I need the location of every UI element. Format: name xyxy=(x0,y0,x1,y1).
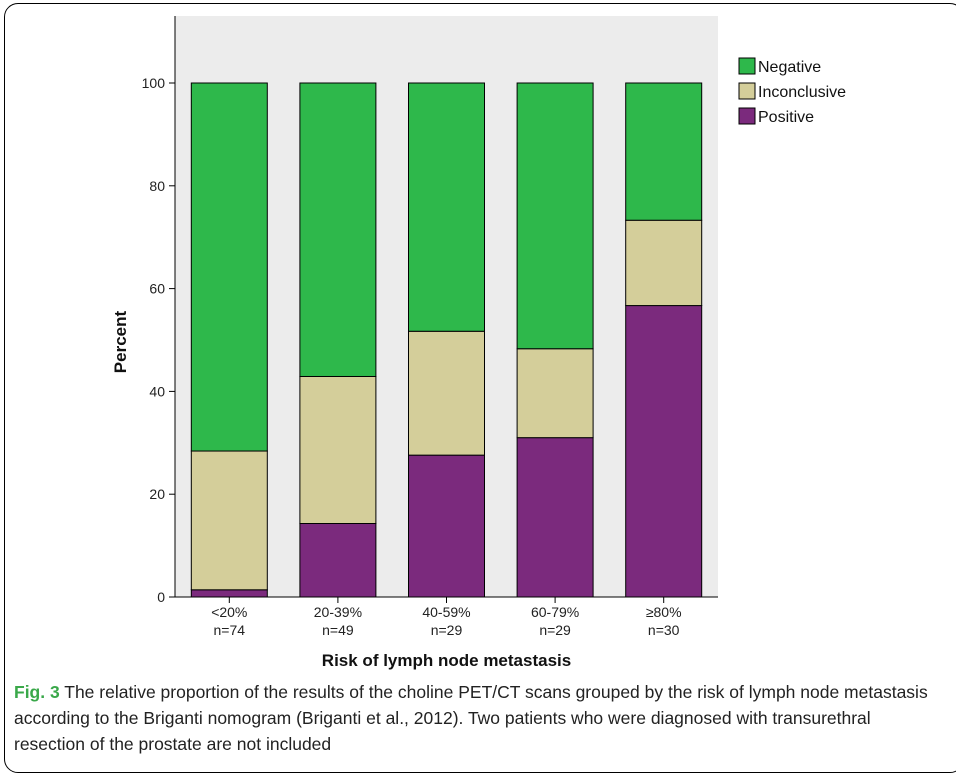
x-tick-label: 40-59% xyxy=(422,604,470,620)
bar-inconclusive-1 xyxy=(190,450,268,591)
bar-positive-1 xyxy=(190,589,268,598)
y-tick-label: 40 xyxy=(149,383,165,399)
bar-negative-2 xyxy=(299,82,377,377)
x-tick-count-label: n=74 xyxy=(214,622,246,638)
y-tick-label: 20 xyxy=(149,486,165,502)
x-axis-title: Risk of lymph node metastasis xyxy=(322,651,571,670)
legend-label-positive: Positive xyxy=(758,109,814,126)
bar-negative-5 xyxy=(625,82,703,221)
figure-frame xyxy=(4,3,956,773)
x-tick-count-label: n=29 xyxy=(539,622,571,638)
figure-caption: Fig. 3 The relative proportion of the re… xyxy=(14,679,944,757)
stacked-bar-chart: 0 20 40 60 80 100 <20% n=74 20-39% n=49 40-59% n=2… xyxy=(111,16,846,670)
legend-swatch-inconclusive xyxy=(738,82,756,100)
bar-inconclusive-4 xyxy=(516,348,594,439)
x-tick-count-label: n=29 xyxy=(431,622,463,638)
x-tick-label: 60-79% xyxy=(531,604,579,620)
legend-label-inconclusive: Inconclusive xyxy=(758,84,846,101)
bars-group xyxy=(190,82,703,598)
bar-positive-4 xyxy=(516,437,594,598)
y-axis-title: Percent xyxy=(111,310,130,373)
bar-negative-3 xyxy=(408,82,485,332)
legend-swatch-negative xyxy=(738,57,756,75)
y-tick-label: 80 xyxy=(149,178,165,194)
y-tick-label: 100 xyxy=(142,75,166,91)
bar-positive-3 xyxy=(408,454,485,598)
caption-label: Fig. 3 xyxy=(14,682,60,702)
legend-label-negative: Negative xyxy=(758,59,821,76)
x-tick-label: <20% xyxy=(211,604,247,620)
y-tick-label: 0 xyxy=(157,589,165,605)
y-tick-label: 60 xyxy=(149,281,165,297)
x-tick-label: 20-39% xyxy=(314,604,362,620)
bar-negative-1 xyxy=(190,82,268,452)
y-axis: 0 20 40 60 80 100 xyxy=(142,16,176,605)
bar-inconclusive-3 xyxy=(408,330,485,456)
bar-positive-5 xyxy=(625,305,703,598)
x-axis: <20% n=74 20-39% n=49 40-59% n=29 60-79% n=29 ≥8… xyxy=(175,596,718,638)
x-tick-count-label: n=49 xyxy=(322,622,354,638)
bar-positive-2 xyxy=(299,522,377,598)
x-tick-count-label: n=30 xyxy=(648,622,680,638)
legend: Negative Inconclusive Positive xyxy=(738,57,846,126)
x-tick-label: ≥80% xyxy=(646,604,682,620)
legend-swatch-positive xyxy=(738,107,756,125)
bar-inconclusive-5 xyxy=(625,219,703,307)
caption-text: The relative proportion of the results o… xyxy=(14,682,928,754)
bar-inconclusive-2 xyxy=(299,375,377,524)
bar-negative-4 xyxy=(516,82,594,350)
